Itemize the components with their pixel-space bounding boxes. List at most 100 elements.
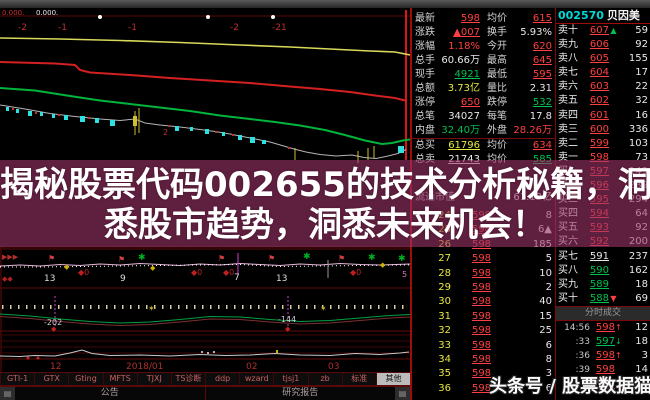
ask-row[interactable]: 卖四 601 16 [556,109,650,123]
indicator-tab-label: tjsj1 [282,374,300,383]
level-label: 买七 [558,250,578,262]
indicator-tab[interactable]: 标准 [341,373,376,385]
red-dash-marks [12,108,290,149]
ask-row[interactable]: 卖五 602 32 [556,94,650,108]
ask-row[interactable]: 卖二 599 103 [556,137,650,151]
tick-trade-row: 31 598 15 [412,310,555,324]
svg-text:0.000.: 0.000. [36,9,58,17]
quote-label: 涨停 [415,97,435,108]
svg-text:-1: -1 [128,23,137,33]
level-volume: 162 [628,264,648,276]
tick-volume: 2 [545,281,552,293]
indicator-tab[interactable]: 其他 [375,373,411,385]
time-sales-row: :33 597 ↓ 18 [556,335,650,349]
bid-row[interactable]: 买九 589 18 [556,278,650,292]
ask-row[interactable]: 卖三 600 336 [556,123,650,137]
bid-row[interactable]: 买七 591 237 [556,250,650,264]
indicator-tab[interactable]: Gting [68,373,102,385]
promo-banner-overlay: 揭秘股票代码002655的技术分析秘籍，洞 悉股市趋势，洞悉未来机会！ [0,160,650,247]
tick-volume: 10 [539,267,552,279]
quote-row: 涨幅 1.18% 今开 620 [412,40,555,54]
level-volume: 69 [635,292,648,304]
quote-label: 外盘 [487,125,507,136]
quote-value: 32.40万 [441,125,480,136]
indicator-tab[interactable]: zb [307,373,342,385]
quote-label: 总笔 [415,111,435,122]
quote-value: 61796 [448,140,480,151]
candlestick-marks [6,107,404,153]
svg-text:✱: ✱ [138,253,146,263]
ask-row[interactable]: 卖八 605 155 [556,52,650,66]
quote-label: 每笔 [487,111,507,122]
trade-price: 597 [595,336,615,348]
indicator-tab-label: Gting [75,374,97,383]
level-price: 591 [589,250,609,262]
indicator-tab-bar: GTI-1 GTX Gting MFTS TJXJ TS诊断 ddp [0,372,411,386]
level-label: 卖九 [558,39,578,51]
announcements-tab[interactable]: 公告 [100,388,119,398]
trade-time: 14:56 [564,322,590,333]
research-icon[interactable]: ▤ [395,387,410,400]
ma-line-red [0,61,408,102]
tick-price: 598 [471,368,492,380]
trade-time: :39 [575,365,590,376]
tick-trade-row: 33 598 6 [412,339,555,353]
svg-text:◆0: ◆0 [350,268,361,277]
announcements-icon[interactable]: ▤ [0,387,15,400]
tick-price: 598 [471,267,492,279]
level-label: 买九 [558,278,578,290]
tick-trade-row: 34 598 8 [412,353,555,367]
level-volume: 18 [635,278,648,290]
quote-value: ▲007 [453,27,480,38]
tick-trade-row: 29 598 2 [412,281,555,295]
level-label: 卖四 [558,109,578,121]
bid-row[interactable]: 买十 588 ▼ 69 [556,292,650,306]
indicator-tab[interactable]: wzard [239,373,273,385]
indicator-tab[interactable]: tjsj1 [273,373,307,385]
svg-text:⚑: ⚑ [218,254,225,263]
bid-row[interactable]: 买八 590 162 [556,264,650,278]
price-arrow-icon [609,38,618,52]
bar-count-label: 2 [163,128,168,137]
quote-row: 现手 4921 最低 595 [412,68,555,82]
indicator-tab[interactable]: MFTS [102,373,137,385]
tick-time: 29 [438,281,451,293]
level-price: 590 [589,264,609,276]
ask-row[interactable]: 卖六 603 22 [556,80,650,94]
ma-line-green [0,87,410,146]
indicator-tab[interactable]: TS诊断 [170,373,205,385]
price-arrow-icon [609,137,618,151]
level-volume: 32 [635,95,648,107]
quote-row: 总买 61796 均价 634 [412,139,555,153]
level-price: 605 [589,53,609,65]
level-price: 604 [589,67,609,79]
indicator-tab[interactable]: GTI-1 [0,373,34,385]
indicator-tab[interactable]: ddp [205,373,239,385]
svg-text:0.000.: 0.000. [2,9,24,17]
quote-row: 总额 3.73亿 量比 2.31 [412,82,555,96]
signal-dots [98,15,275,19]
tick-price: 598 [471,296,492,308]
indicator-tab[interactable]: TJXJ [136,373,171,385]
ask-row[interactable]: 卖十 607 ▲ 59 [556,24,650,38]
yellow-candle-cluster [133,108,375,163]
svg-text:◆0: ◆0 [191,268,202,277]
svg-text:2018/01: 2018/01 [126,362,163,372]
indicator-tab-label: MFTS [109,374,131,383]
svg-text:⚑: ⚑ [268,254,275,263]
svg-text:◆◆: ◆◆ [2,275,13,283]
ask-row[interactable]: 卖七 604 17 [556,66,650,80]
indicator-tab[interactable]: GTX [34,373,68,385]
quote-label: 均价 [487,140,507,151]
ask-row[interactable]: 卖一 598 73 [556,151,650,165]
level-volume: 92 [635,39,648,51]
trade-time: :33 [575,337,590,348]
tick-time: 31 [438,310,451,322]
ask-row[interactable]: 卖九 606 92 [556,38,650,52]
level-label: 卖六 [558,81,578,93]
tick-time: 36 [438,382,451,394]
level-label: 卖八 [558,53,578,65]
research-reports-tab[interactable]: 研究报告 [204,387,396,400]
quote-row: 总卖 21743 均价 585 [412,153,555,167]
